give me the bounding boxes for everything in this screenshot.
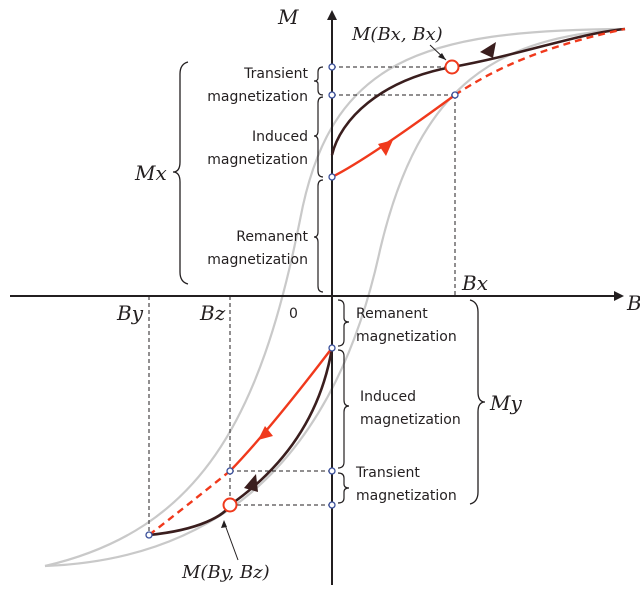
svg-text:magnetization: magnetization (356, 488, 457, 504)
callout-lower (221, 520, 239, 561)
outer-loop-descending (44, 27, 626, 568)
my-label: My (489, 391, 522, 415)
point-upper-label: M(Bx, Bx) (351, 24, 443, 45)
svg-text:Induced: Induced (360, 389, 416, 405)
lower-remanent-label: Remanent magnetization (356, 306, 457, 345)
svg-text:Remanent: Remanent (236, 229, 308, 245)
mx-label: Mx (134, 161, 167, 185)
lower-transient-label: Transient magnetization (355, 465, 457, 504)
minor-loop-lower-branch (148, 347, 334, 537)
upper-recoil-line (331, 94, 456, 179)
upper-remanent-brace (313, 179, 324, 293)
svg-text:magnetization: magnetization (356, 329, 457, 345)
tick-bz: Bz (199, 301, 226, 325)
upper-induced-label: Induced magnetization (207, 129, 308, 168)
upper-transient-label: Transient magnetization (207, 66, 308, 105)
svg-text:Transient: Transient (355, 465, 420, 481)
upper-recoil-dashed (454, 27, 626, 96)
svg-text:Induced: Induced (252, 129, 308, 145)
callout-upper (429, 44, 447, 61)
svg-text:Remanent: Remanent (356, 306, 428, 322)
upper-induced-brace (313, 96, 324, 178)
tick-by: By (116, 301, 144, 325)
lower-recoil-line (229, 347, 333, 472)
arrow-lower-red-icon (258, 426, 273, 440)
point-lower-label: M(By, Bz) (181, 562, 270, 583)
tick-bx: Bx (461, 271, 488, 295)
svg-text:magnetization: magnetization (207, 89, 308, 105)
arrow-upper-red-icon (378, 140, 393, 156)
svg-text:magnetization: magnetization (207, 152, 308, 168)
lower-remanent-brace (337, 299, 350, 347)
lower-transient-brace (337, 472, 350, 504)
point-upper (444, 59, 460, 75)
markers (145, 63, 459, 539)
svg-text:magnetization: magnetization (207, 252, 308, 268)
lower-induced-label: Induced magnetization (360, 389, 461, 428)
lower-recoil-dashed (148, 470, 231, 536)
origin-label: 0 (289, 306, 298, 322)
point-lower (222, 497, 238, 513)
svg-text:Transient: Transient (243, 66, 308, 82)
lower-induced-brace (337, 349, 350, 469)
svg-text:magnetization: magnetization (360, 412, 461, 428)
y-axis-label: M (277, 5, 299, 29)
x-axis-label: B (626, 291, 640, 315)
outer-loop-ascending (44, 27, 626, 568)
upper-remanent-label: Remanent magnetization (207, 229, 308, 268)
guide-lines (148, 66, 456, 535)
arrow-upper-dark-icon (480, 42, 496, 58)
arrow-lower-dark-icon (244, 474, 258, 492)
mx-brace (172, 61, 189, 285)
minor-loop-upper-branch (330, 27, 626, 156)
my-brace (469, 299, 486, 505)
upper-transient-brace (313, 66, 324, 96)
